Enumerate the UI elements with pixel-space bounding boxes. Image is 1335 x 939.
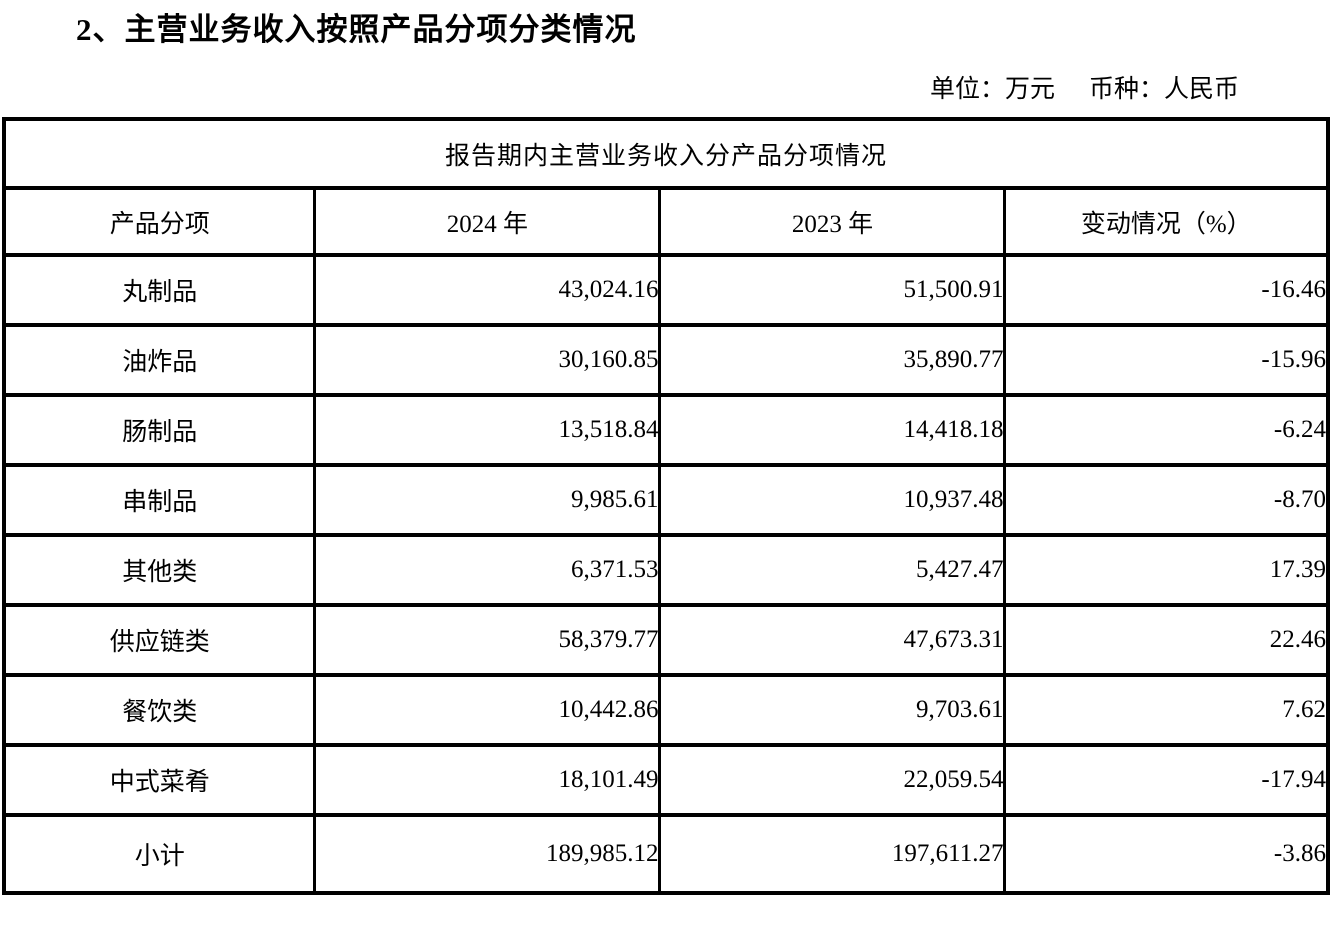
value-2023-cell: 47,673.31 — [658, 603, 1007, 677]
unit-label: 单位：万元 — [929, 76, 1055, 103]
col-header-2024: 2024 年 — [313, 186, 662, 257]
table-row: 供应链类 58,379.77 47,673.31 22.46 — [2, 603, 1330, 677]
value-2024-cell: 30,160.85 — [313, 323, 662, 397]
col-header-change: 变动情况（%） — [1003, 186, 1330, 257]
change-cell: -8.70 — [1003, 463, 1330, 537]
value-2024-cell: 6,371.53 — [313, 533, 662, 607]
value-2023-cell: 9,703.61 — [658, 673, 1007, 747]
table-caption: 报告期内主营业务收入分产品分项情况 — [2, 117, 1330, 190]
value-2024-cell: 13,518.84 — [313, 393, 662, 467]
product-cell: 餐饮类 — [2, 673, 317, 747]
revenue-by-product-table: 报告期内主营业务收入分产品分项情况 产品分项 2024 年 2023 年 变动情… — [2, 117, 1330, 895]
value-2023-cell: 51,500.91 — [658, 253, 1007, 327]
table-row: 油炸品 30,160.85 35,890.77 -15.96 — [2, 323, 1330, 397]
unit-line: 单位：万元 币种：人民币 — [0, 76, 1335, 104]
product-cell: 串制品 — [2, 463, 317, 537]
table-header-row: 产品分项 2024 年 2023 年 变动情况（%） — [2, 186, 1330, 257]
change-cell: 7.62 — [1003, 673, 1330, 747]
value-2023-cell: 197,611.27 — [658, 813, 1007, 895]
change-cell: 17.39 — [1003, 533, 1330, 607]
value-2023-cell: 10,937.48 — [658, 463, 1007, 537]
product-cell: 其他类 — [2, 533, 317, 607]
table-row: 其他类 6,371.53 5,427.47 17.39 — [2, 533, 1330, 607]
product-cell: 小计 — [2, 813, 317, 895]
change-cell: -15.96 — [1003, 323, 1330, 397]
value-2023-cell: 22,059.54 — [658, 743, 1007, 817]
table-row: 中式菜肴 18,101.49 22,059.54 -17.94 — [2, 743, 1330, 817]
value-2024-cell: 43,024.16 — [313, 253, 662, 327]
table-row-subtotal: 小计 189,985.12 197,611.27 -3.86 — [2, 813, 1330, 895]
change-cell: -17.94 — [1003, 743, 1330, 817]
product-cell: 中式菜肴 — [2, 743, 317, 817]
product-cell: 丸制品 — [2, 253, 317, 327]
table-row: 餐饮类 10,442.86 9,703.61 7.62 — [2, 673, 1330, 747]
product-cell: 油炸品 — [2, 323, 317, 397]
product-cell: 肠制品 — [2, 393, 317, 467]
value-2023-cell: 35,890.77 — [658, 323, 1007, 397]
product-cell: 供应链类 — [2, 603, 317, 677]
section-title: 2、主营业务收入按照产品分项分类情况 — [76, 12, 637, 47]
table-row: 串制品 9,985.61 10,937.48 -8.70 — [2, 463, 1330, 537]
change-cell: -3.86 — [1003, 813, 1330, 895]
col-header-2023: 2023 年 — [658, 186, 1007, 257]
value-2024-cell: 189,985.12 — [313, 813, 662, 895]
value-2024-cell: 18,101.49 — [313, 743, 662, 817]
col-header-product: 产品分项 — [2, 186, 317, 257]
value-2024-cell: 9,985.61 — [313, 463, 662, 537]
change-cell: 22.46 — [1003, 603, 1330, 677]
table-caption-row: 报告期内主营业务收入分产品分项情况 — [2, 117, 1330, 190]
table-row: 丸制品 43,024.16 51,500.91 -16.46 — [2, 253, 1330, 327]
table-row: 肠制品 13,518.84 14,418.18 -6.24 — [2, 393, 1330, 467]
value-2023-cell: 5,427.47 — [658, 533, 1007, 607]
change-cell: -6.24 — [1003, 393, 1330, 467]
change-cell: -16.46 — [1003, 253, 1330, 327]
currency-label: 币种：人民币 — [1088, 76, 1239, 103]
value-2024-cell: 10,442.86 — [313, 673, 662, 747]
value-2024-cell: 58,379.77 — [313, 603, 662, 677]
value-2023-cell: 14,418.18 — [658, 393, 1007, 467]
